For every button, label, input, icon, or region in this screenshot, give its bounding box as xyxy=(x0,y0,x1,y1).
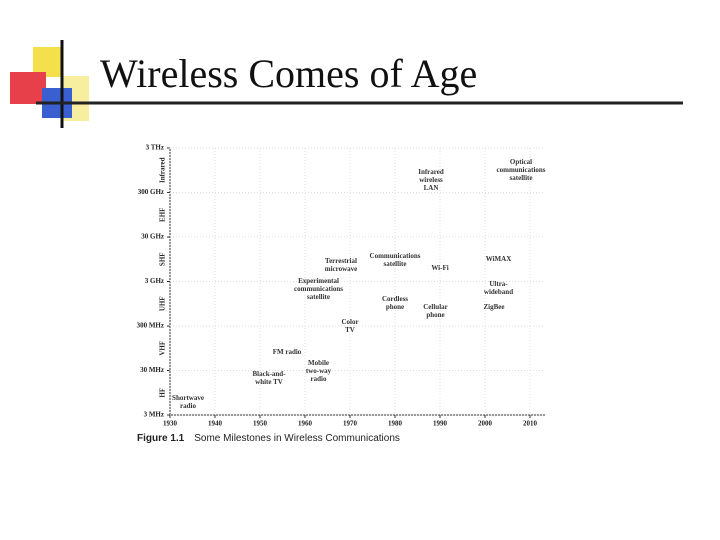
y-tick-label: 3 MHz xyxy=(144,411,164,419)
y-tick-label: 300 GHz xyxy=(138,188,164,196)
milestone-label: Infrared wireless LAN xyxy=(418,168,444,193)
band-label: SHF xyxy=(159,252,167,266)
y-tick-label: 3 GHz xyxy=(145,277,164,285)
band-label: HF xyxy=(159,388,167,398)
milestone-label: Communications satellite xyxy=(369,252,421,269)
caption-label: Figure 1.1 xyxy=(137,433,185,444)
milestone-label: FM radio xyxy=(272,347,302,356)
milestone-label: Ultra- wideband xyxy=(483,280,514,297)
milestone-label: Shortwave radio xyxy=(172,393,204,410)
y-tick-label: 300 MHz xyxy=(137,322,164,330)
x-tick-label: 1950 xyxy=(253,420,268,428)
slide-title: Wireless Comes of Age xyxy=(100,51,478,96)
x-tick-label: 1960 xyxy=(298,420,313,428)
milestone-label: ZigBee xyxy=(483,303,505,312)
milestone-label: Optical communications satellite xyxy=(496,158,546,183)
x-tick-label: 1980 xyxy=(388,420,403,428)
figure-caption: Figure 1.1 Some Milestones in Wireless Co… xyxy=(137,433,400,444)
band-label: UHF xyxy=(159,296,167,311)
x-tick-label: 1990 xyxy=(433,420,448,428)
milestone-label: Color TV xyxy=(341,318,359,334)
band-label: Infrared xyxy=(159,157,167,183)
band-label: EHF xyxy=(159,208,167,222)
milestone-label: Black-and- white TV xyxy=(252,370,286,387)
x-tick-label: 1940 xyxy=(208,420,223,428)
band-label: VHF xyxy=(159,341,167,356)
caption-text: Some Milestones in Wireless Communicatio… xyxy=(194,433,400,444)
decor-square xyxy=(10,72,46,104)
milestone-label: Wi-Fi xyxy=(431,264,449,273)
x-tick-label: 1930 xyxy=(163,420,178,428)
milestone-label: Mobile two-way radio xyxy=(305,358,332,383)
y-tick-label: 30 MHz xyxy=(140,366,164,374)
milestone-label: Terrestrial microwave xyxy=(324,257,358,274)
milestone-label: WiMAX xyxy=(485,255,512,264)
y-tick-label: 30 GHz xyxy=(141,233,164,241)
y-tick-label: 3 THz xyxy=(146,144,164,152)
milestone-label: Experimental communications satellite xyxy=(294,277,343,302)
x-tick-label: 2000 xyxy=(478,420,493,428)
milestone-label: Cordless phone xyxy=(381,294,409,311)
milestone-label: Cellular phone xyxy=(423,303,448,320)
x-tick-label: 1970 xyxy=(343,420,358,428)
x-tick-label: 2010 xyxy=(523,420,538,428)
